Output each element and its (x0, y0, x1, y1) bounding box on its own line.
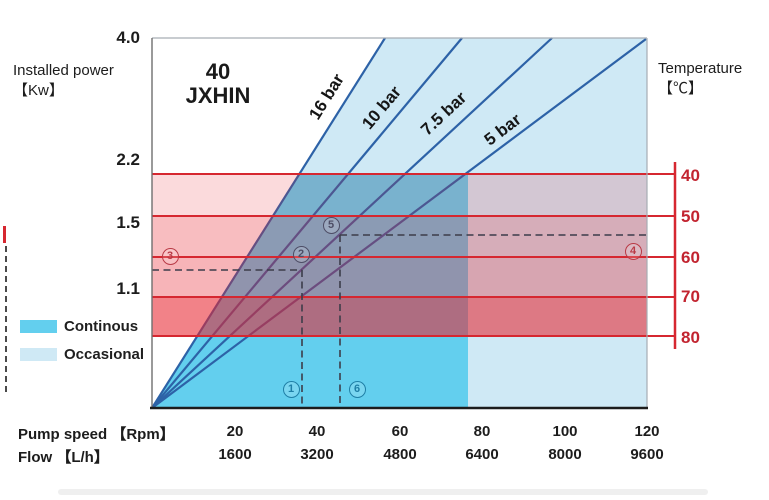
temp-axis-title-line1: Temperature (658, 60, 743, 77)
chart-title-line2: JXHIN (185, 83, 251, 109)
temp-tick-40: 40 (681, 166, 700, 185)
power-tick-1.1: 1.1 (116, 279, 140, 298)
temp-tick-70: 70 (681, 287, 700, 306)
band-70-80 (152, 297, 647, 336)
power-axis-title: Installed power 【Kw】 (13, 61, 114, 100)
flow-tick-8000: 8000 (548, 446, 582, 463)
line-10bar (151, 37, 463, 409)
pressure-lines (151, 37, 647, 409)
callout-6: 6 (348, 380, 366, 398)
plot-axes (150, 37, 648, 410)
temperature-lines (152, 162, 677, 349)
chart-title-line1: 40 (205, 59, 231, 84)
flow-tick-9600: 9600 (630, 446, 664, 463)
flow-tick-3200: 3200 (300, 446, 334, 463)
temp-tick-80: 80 (681, 328, 700, 347)
callout-5: 5 (322, 216, 340, 234)
power-axis-title-line2: 【Kw】 (13, 81, 64, 99)
speed-tick-40: 40 (308, 423, 326, 440)
speed-row-label: Pump speed 【Rpm】 (18, 426, 175, 443)
band-40-50 (152, 174, 647, 216)
power-tick-4.0: 4.0 (116, 28, 140, 47)
legend: Continous Occasional (20, 318, 144, 374)
occasional-swatch (20, 348, 57, 361)
speed-tick-60: 60 (391, 423, 409, 440)
callout-1: 1 (282, 380, 300, 398)
line-16bar (151, 37, 386, 409)
figure-bottom-strip (58, 489, 708, 495)
legend-item-occasional: Occasional (20, 346, 144, 363)
line-5bar (151, 38, 647, 409)
speed-tick-80: 80 (473, 423, 491, 440)
temp-axis-title: Temperature 【℃】 (658, 59, 742, 98)
band-50-60 (152, 216, 647, 257)
cropped-chart-artifact-left-dashes (5, 246, 7, 392)
chart-title: 40 JXHIN (152, 59, 284, 109)
speed-tick-20: 20 (226, 423, 244, 440)
speed-tick-120: 120 (634, 423, 660, 440)
callout-3: 3 (161, 247, 179, 265)
temp-tick-60: 60 (681, 248, 700, 267)
power-axis-title-line1: Installed power (13, 62, 114, 79)
speed-tick-100: 100 (552, 423, 578, 440)
flow-tick-1600: 1600 (218, 446, 252, 463)
power-tick-2.2: 2.2 (116, 150, 140, 169)
legend-label-occasional: Occasional (64, 346, 145, 363)
flow-tick-4800: 4800 (383, 446, 417, 463)
temp-tick-50: 50 (681, 207, 700, 226)
flow-tick-6400: 6400 (465, 446, 499, 463)
line-7-5bar (151, 37, 553, 409)
temperature-bands (152, 174, 647, 336)
guide-dashed-lines (152, 234, 646, 407)
flow-row-label: Flow 【L/h】 (18, 449, 109, 466)
cropped-chart-artifact-left-red (3, 226, 6, 243)
temp-axis-title-line2: 【℃】 (658, 79, 704, 97)
power-tick-1.5: 1.5 (116, 213, 140, 232)
legend-item-continuous: Continous (20, 318, 144, 335)
callout-2: 2 (292, 245, 310, 263)
band-60-70 (152, 257, 647, 297)
continuous-swatch (20, 320, 57, 333)
legend-label-continuous: Continous (64, 318, 139, 335)
callout-4: 4 (624, 242, 642, 260)
